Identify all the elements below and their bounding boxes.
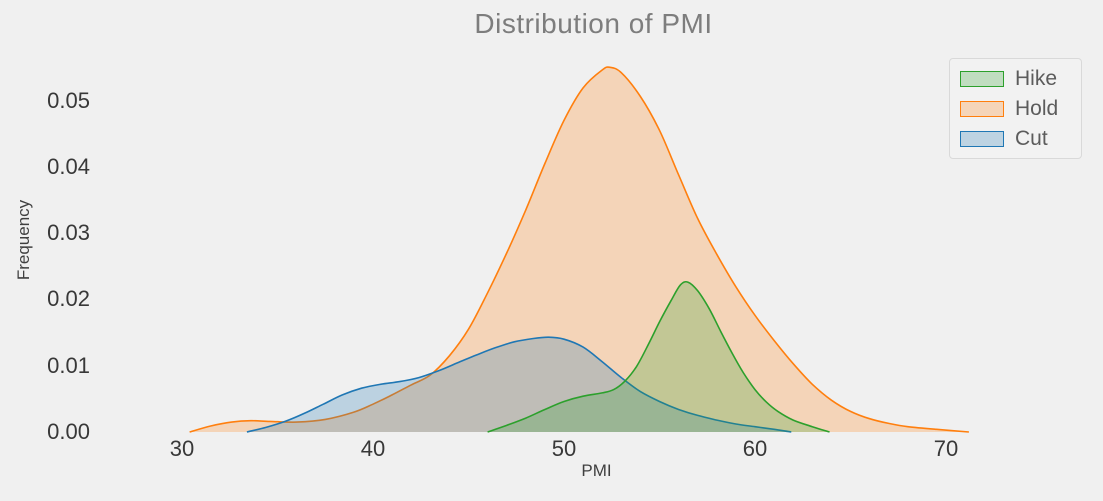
x-tick-label: 60: [742, 436, 768, 461]
chart-title: Distribution of PMI: [474, 8, 713, 39]
y-tick-label: 0.03: [47, 220, 90, 246]
x-tick-label: 50: [551, 436, 577, 461]
x-tick-label: 70: [933, 436, 959, 461]
y-tick-label: 0.00: [47, 419, 90, 444]
series-hike-line: [487, 280, 830, 433]
series-hold-line: [189, 66, 969, 433]
y-tick-label: 0.05: [47, 87, 90, 113]
x-tick-label: 30: [169, 436, 195, 461]
legend-label-hike: Hike: [1015, 67, 1058, 90]
series-cut-line: [246, 336, 792, 433]
legend-row-hold: Hold: [960, 98, 1071, 119]
series-cut-area: [246, 337, 792, 432]
legend-swatch-cut: [960, 130, 1004, 147]
y-tick-label: 0.02: [47, 286, 90, 312]
x-tick-label: 40: [360, 436, 386, 461]
legend-label-hold: Hold: [1015, 97, 1059, 120]
legend-label-cut: Cut: [1015, 127, 1048, 150]
y-tick-label: 0.01: [47, 352, 90, 378]
legend: Hike Hold Cut: [949, 58, 1082, 159]
x-axis-label: PMI: [581, 461, 612, 480]
series-hike-area: [487, 281, 830, 432]
legend-swatch-hike: [960, 70, 1004, 87]
legend-row-hike: Hike: [960, 68, 1071, 89]
legend-row-cut: Cut: [960, 128, 1071, 149]
legend-swatch-hold: [960, 100, 1004, 117]
y-tick-label: 0.04: [47, 153, 90, 179]
